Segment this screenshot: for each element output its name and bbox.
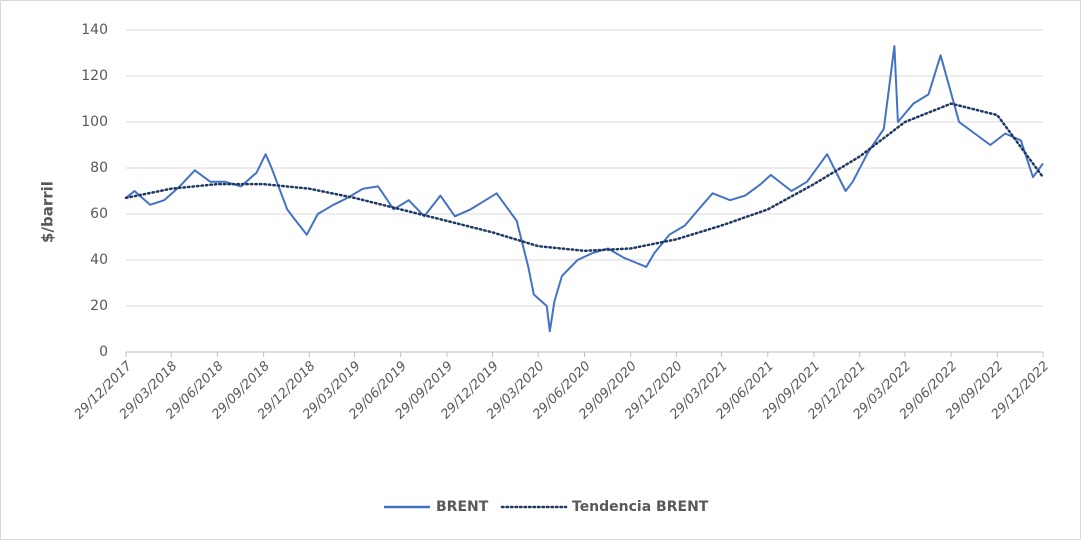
- y-axis-label: $/barril: [39, 181, 57, 243]
- legend-label: BRENT: [436, 499, 489, 515]
- y-tick-label: 120: [81, 68, 108, 84]
- series-line: [124, 102, 1045, 253]
- y-tick-label: 140: [81, 22, 108, 38]
- y-tick-label: 20: [90, 298, 108, 314]
- y-tick-label: 80: [90, 160, 108, 176]
- y-tick-label: 100: [81, 114, 108, 130]
- legend-label: Tendencia BRENT: [572, 499, 709, 515]
- y-tick-label: 60: [90, 206, 108, 222]
- y-tick-label: 0: [99, 344, 108, 360]
- y-tick-label: 40: [90, 252, 108, 268]
- series-line: [125, 45, 1044, 333]
